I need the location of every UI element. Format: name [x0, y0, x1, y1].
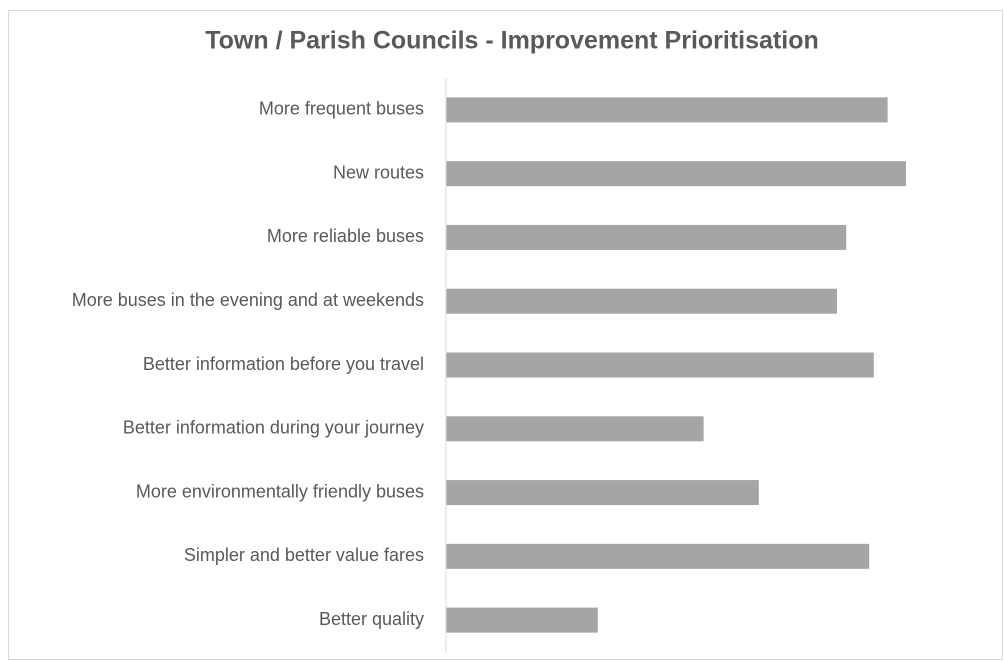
chart-title: Town / Parish Councils - Improvement Pri…: [205, 27, 819, 55]
bar: [446, 97, 888, 123]
y-tick-label: More buses in the evening and at weekend…: [72, 290, 424, 310]
y-tick-label: Better quality: [319, 609, 424, 629]
bar: [446, 288, 837, 314]
bar: [446, 480, 759, 506]
bar: [446, 161, 906, 187]
bar: [446, 352, 874, 378]
bar: [446, 416, 704, 442]
y-tick-label: New routes: [333, 162, 424, 182]
bar: [446, 224, 847, 250]
y-tick-label: Simpler and better value fares: [184, 545, 424, 565]
y-tick-label: More reliable buses: [267, 226, 424, 246]
bar: [446, 543, 870, 569]
y-tick-label: More frequent buses: [259, 99, 424, 119]
y-tick-label: More environmentally friendly buses: [136, 481, 424, 501]
bar: [446, 607, 598, 633]
y-tick-label: Better information during your journey: [123, 418, 424, 438]
y-tick-label: Better information before you travel: [143, 354, 424, 374]
